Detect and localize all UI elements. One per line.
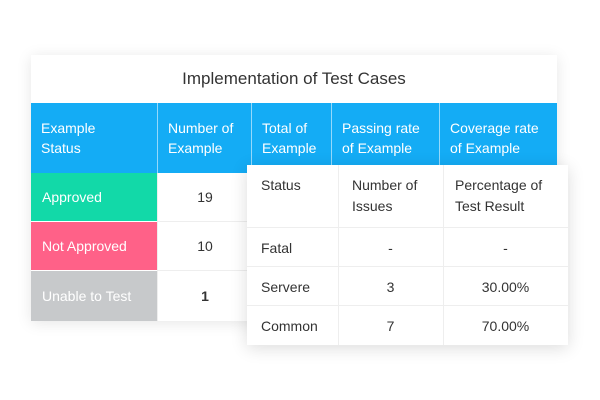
header-total-of-example: Total of Example [251, 103, 331, 173]
header-status: Status [261, 177, 301, 193]
column-divider [338, 165, 339, 345]
status-unable-to-test: Unable to Test [31, 271, 157, 321]
header-number-of-issues: Number of Issues [352, 177, 418, 214]
issue-percentage: - [503, 239, 508, 256]
count-not-approved: 10 [157, 222, 252, 270]
header-percentage: Percentage of Test Result [455, 177, 543, 214]
issue-percentage: 70.00% [481, 318, 530, 334]
issue-count: - [388, 239, 393, 256]
issue-percentage: 30.00% [481, 278, 530, 295]
count-unable-to-test: 1 [157, 271, 252, 321]
count-approved: 19 [157, 173, 252, 221]
status-not-approved: Not Approved [31, 222, 157, 270]
issues-table: Status Number of Issues Percentage of Te… [247, 165, 568, 345]
header-coverage-rate: Coverage rate of Example [439, 103, 557, 173]
table-row: Servere 3 30.00% [247, 266, 568, 306]
issue-status: Servere [261, 278, 311, 295]
table-row: Fatal - - [247, 227, 568, 267]
table-header-row: Example Status Number of Example Total o… [31, 103, 557, 173]
issue-status: Common [261, 318, 318, 334]
issue-status: Fatal [261, 239, 293, 256]
status-approved: Approved [31, 173, 157, 221]
issues-header-row: Status Number of Issues Percentage of Te… [247, 165, 568, 227]
header-example-status: Example Status [41, 120, 96, 156]
column-divider [443, 165, 444, 345]
table-title: Implementation of Test Cases [182, 69, 406, 88]
header-passing-rate: Passing rate of Example [331, 103, 439, 173]
table-row: Common 7 70.00% [247, 305, 568, 346]
header-number-of-example: Number of Example [157, 103, 251, 173]
issue-count: 7 [386, 318, 395, 334]
issue-count: 3 [386, 278, 395, 295]
